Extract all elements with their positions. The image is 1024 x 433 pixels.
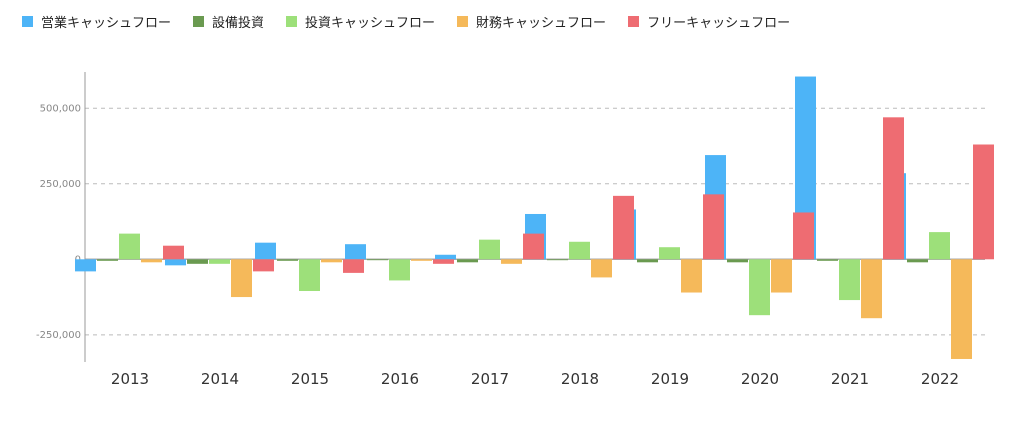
bar[interactable] [75, 259, 96, 272]
bar[interactable] [345, 244, 366, 260]
x-tick-label: 2022 [921, 370, 959, 388]
bar[interactable] [119, 233, 140, 260]
legend-item-free-cf[interactable]: フリーキャッシュフロー [628, 12, 790, 31]
bar[interactable] [321, 259, 342, 263]
bar[interactable] [299, 259, 320, 292]
bar[interactable] [389, 259, 410, 281]
x-tick-label: 2015 [291, 370, 329, 388]
x-tick-label: 2021 [831, 370, 869, 388]
bar[interactable] [817, 259, 838, 261]
bar[interactable] [659, 247, 680, 260]
legend-item-financing-cf[interactable]: 財務キャッシュフロー [457, 12, 606, 31]
bar[interactable] [861, 259, 882, 319]
y-tick-label: -250,000 [36, 330, 81, 341]
x-tick-label: 2014 [201, 370, 239, 388]
y-tick-label: 500,000 [40, 103, 81, 114]
bar[interactable] [163, 245, 184, 260]
bar[interactable] [277, 259, 298, 261]
bar[interactable] [973, 144, 994, 260]
bar[interactable] [165, 259, 186, 266]
bar[interactable] [253, 259, 274, 272]
x-tick-label: 2018 [561, 370, 599, 388]
bar[interactable] [501, 259, 522, 264]
legend-label: 財務キャッシュフロー [476, 16, 607, 31]
bar[interactable] [703, 194, 724, 260]
x-tick-label: 2013 [111, 370, 149, 388]
x-tick-label: 2017 [471, 370, 509, 388]
bar[interactable] [209, 259, 230, 264]
bar[interactable] [433, 259, 454, 264]
bar[interactable] [523, 233, 544, 260]
legend-swatch [22, 16, 33, 27]
x-tick-label: 2016 [381, 370, 419, 388]
bar[interactable] [839, 259, 860, 301]
legend-swatch [193, 16, 205, 27]
bar[interactable] [793, 212, 814, 260]
bar[interactable] [255, 242, 276, 260]
bar[interactable] [457, 259, 478, 263]
bar[interactable] [681, 259, 702, 293]
bar[interactable] [231, 259, 252, 298]
bar[interactable] [907, 259, 928, 263]
legend-label: 投資キャッシュフロー [305, 16, 436, 31]
bar[interactable] [343, 259, 364, 273]
bar[interactable] [187, 259, 208, 264]
bar[interactable] [951, 259, 972, 359]
bar[interactable] [435, 254, 456, 260]
bar[interactable] [97, 259, 118, 261]
legend-swatch [286, 16, 298, 27]
bar[interactable] [727, 259, 748, 263]
legend-item-capex[interactable]: 設備投資 [193, 12, 264, 31]
x-tick-label: 2019 [651, 370, 689, 388]
bar[interactable] [749, 259, 770, 316]
bar[interactable] [569, 241, 590, 260]
legend-swatch [457, 16, 469, 27]
bar[interactable] [367, 259, 388, 261]
bar[interactable] [547, 259, 568, 261]
bar[interactable] [411, 259, 432, 261]
legend-item-operating-cf[interactable]: 営業キャッシュフロー [22, 12, 171, 31]
bar[interactable] [771, 259, 792, 293]
bar[interactable] [141, 259, 162, 263]
legend-label: 営業キャッシュフロー [41, 16, 172, 31]
bar[interactable] [479, 239, 500, 260]
legend: 営業キャッシュフロー 設備投資 投資キャッシュフロー 財務キャッシュフロー フリ… [22, 12, 790, 31]
x-tick-label: 2020 [741, 370, 779, 388]
bar[interactable] [637, 259, 658, 263]
legend-swatch [628, 16, 640, 27]
y-tick-label: 250,000 [40, 179, 81, 190]
bar[interactable] [591, 259, 612, 278]
legend-label: フリーキャッシュフロー [647, 16, 791, 31]
bar[interactable] [883, 117, 904, 260]
legend-label: 設備投資 [212, 16, 265, 31]
bar[interactable] [613, 195, 634, 260]
bar[interactable] [929, 232, 950, 260]
legend-item-investing-cf[interactable]: 投資キャッシュフロー [286, 12, 435, 31]
